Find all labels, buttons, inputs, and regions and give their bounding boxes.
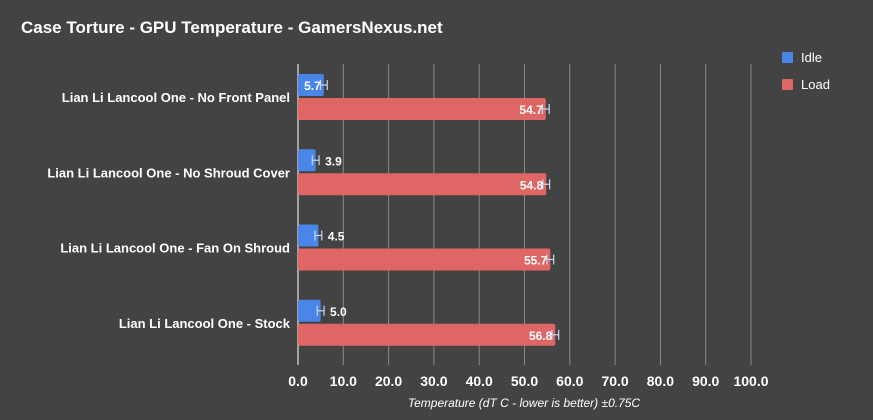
category-label: Lian Li Lancool One - No Front Panel [62,90,290,105]
data-label-load: 54.8 [520,178,544,192]
x-tick-label: 70.0 [601,373,628,389]
legend-label-idle: Idle [801,50,822,65]
legend-item-idle: Idle [782,50,822,65]
data-label-load: 54.7 [519,103,543,117]
x-tick-label: 0.0 [288,373,308,389]
x-tick-label: 100.0 [733,373,768,389]
x-tick-label: 30.0 [420,373,447,389]
category-label: Lian Li Lancool One - Stock [119,316,291,331]
category-label: Lian Li Lancool One - Fan On Shroud [60,241,290,256]
bar-idle [298,74,324,96]
x-tick-label: 50.0 [511,373,538,389]
bar-idle [298,224,319,247]
legend-label-load: Load [801,77,830,92]
data-label-idle: 4.5 [328,230,345,244]
bar-load [298,323,556,346]
x-tick-label: 40.0 [466,373,493,389]
bar-load [298,173,547,196]
x-tick-label: 10.0 [330,373,357,389]
data-label-load: 56.8 [529,329,553,343]
bar-idle [298,149,316,172]
chart-title: Case Torture - GPU Temperature - GamersN… [21,18,443,37]
x-tick-label: 80.0 [647,373,674,389]
x-axis-title: Temperature (dT C - lower is better) ±0.… [408,396,641,410]
x-tick-label: 60.0 [556,373,583,389]
bar-idle [298,299,321,322]
legend-swatch-idle [782,52,793,63]
legend-item-load: Load [782,77,830,92]
bar-load [298,98,546,120]
data-label-idle: 5.7 [304,79,321,93]
bar-load [298,248,551,271]
x-tick-label: 20.0 [375,373,402,389]
x-tick-label: 90.0 [692,373,719,389]
data-label-load: 55.7 [524,254,548,268]
legend-swatch-load [782,79,793,90]
category-label: Lian Li Lancool One - No Shroud Cover [47,165,290,180]
data-label-idle: 5.0 [330,305,347,319]
data-label-idle: 3.9 [325,154,342,168]
